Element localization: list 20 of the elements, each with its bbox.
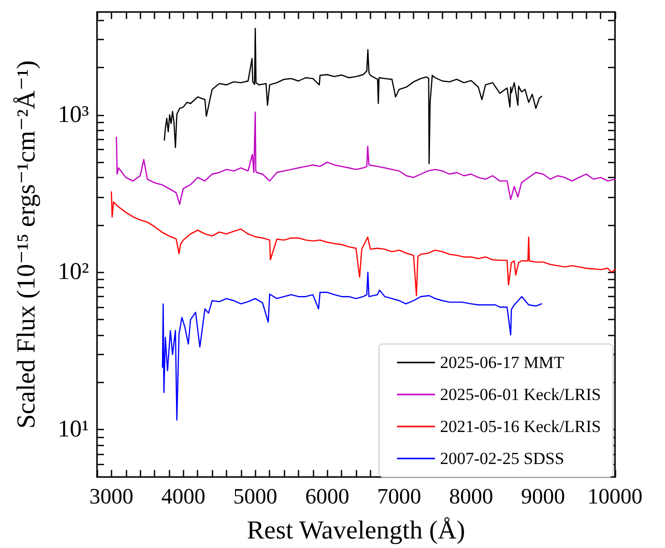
x-tick-label: 7000	[377, 484, 422, 508]
line-series	[116, 112, 616, 205]
legend-label: 2021-05-16 Keck/LRIS	[440, 417, 602, 436]
x-tick-label: 4000	[161, 484, 206, 508]
x-tick-label: 8000	[449, 484, 494, 508]
y-axis-title: Scaled Flux (10⁻¹⁵ ergs⁻¹cm⁻²Å⁻¹)	[12, 60, 40, 429]
x-tick-label: 3000	[89, 484, 134, 508]
y-tick-label: 10²	[58, 259, 89, 286]
y-tick-label: 10¹	[58, 416, 89, 443]
legend-label: 2007-02-25 SDSS	[440, 449, 564, 468]
x-axis-title: Rest Wavelength (Å)	[246, 516, 466, 544]
legend-label: 2025-06-17 MMT	[440, 353, 565, 372]
line-series	[164, 28, 542, 164]
line-series	[110, 191, 616, 296]
y-tick-label: 10³	[58, 102, 89, 128]
legend-label: 2025-06-01 Keck/LRIS	[440, 385, 602, 404]
x-tick-label: 10000	[588, 484, 642, 508]
x-tick-label: 5000	[233, 484, 278, 508]
x-tick-label: 6000	[305, 484, 350, 508]
x-tick-label: 9000	[521, 484, 566, 508]
